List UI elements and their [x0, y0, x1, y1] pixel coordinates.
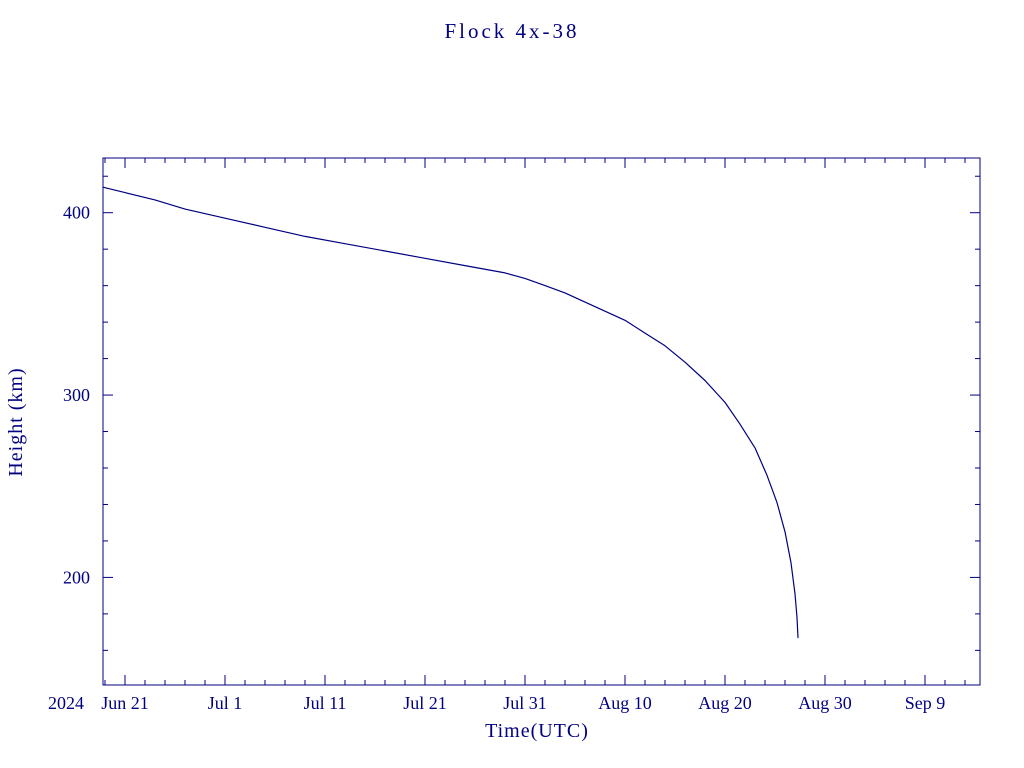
height-series-line [102, 186, 799, 639]
x-tick-label: Aug 20 [698, 693, 752, 713]
x-tick-label: Jun 21 [101, 693, 149, 713]
x-axis-year-label: 2024 [48, 693, 84, 713]
x-tick-label: Jul 11 [304, 693, 347, 713]
plot-frame [102, 157, 981, 686]
height-series [102, 186, 799, 639]
chart-title: Flock 4x-38 [444, 19, 579, 43]
x-tick-label: Jul 31 [503, 693, 547, 713]
axis-tick-labels: Jun 21 Jul 1 Jul 11 Jul 21 Jul 31 Aug 10 Aug 2… [63, 203, 945, 713]
x-tick-label: Sep 9 [905, 693, 946, 713]
y-tick-label: 400 [63, 203, 90, 223]
x-tick-label: Aug 30 [798, 693, 852, 713]
x-tick-label: Jul 21 [403, 693, 447, 713]
y-tick-label: 200 [63, 567, 90, 587]
x-tick-label: Aug 10 [598, 693, 652, 713]
x-tick-label: Jul 1 [208, 693, 243, 713]
x-axis-label: Time(UTC) [485, 720, 589, 742]
axis-ticks [103, 158, 980, 685]
y-axis-label: Height (km) [5, 367, 27, 476]
y-tick-label: 300 [63, 385, 90, 405]
axis-box [102, 157, 981, 686]
